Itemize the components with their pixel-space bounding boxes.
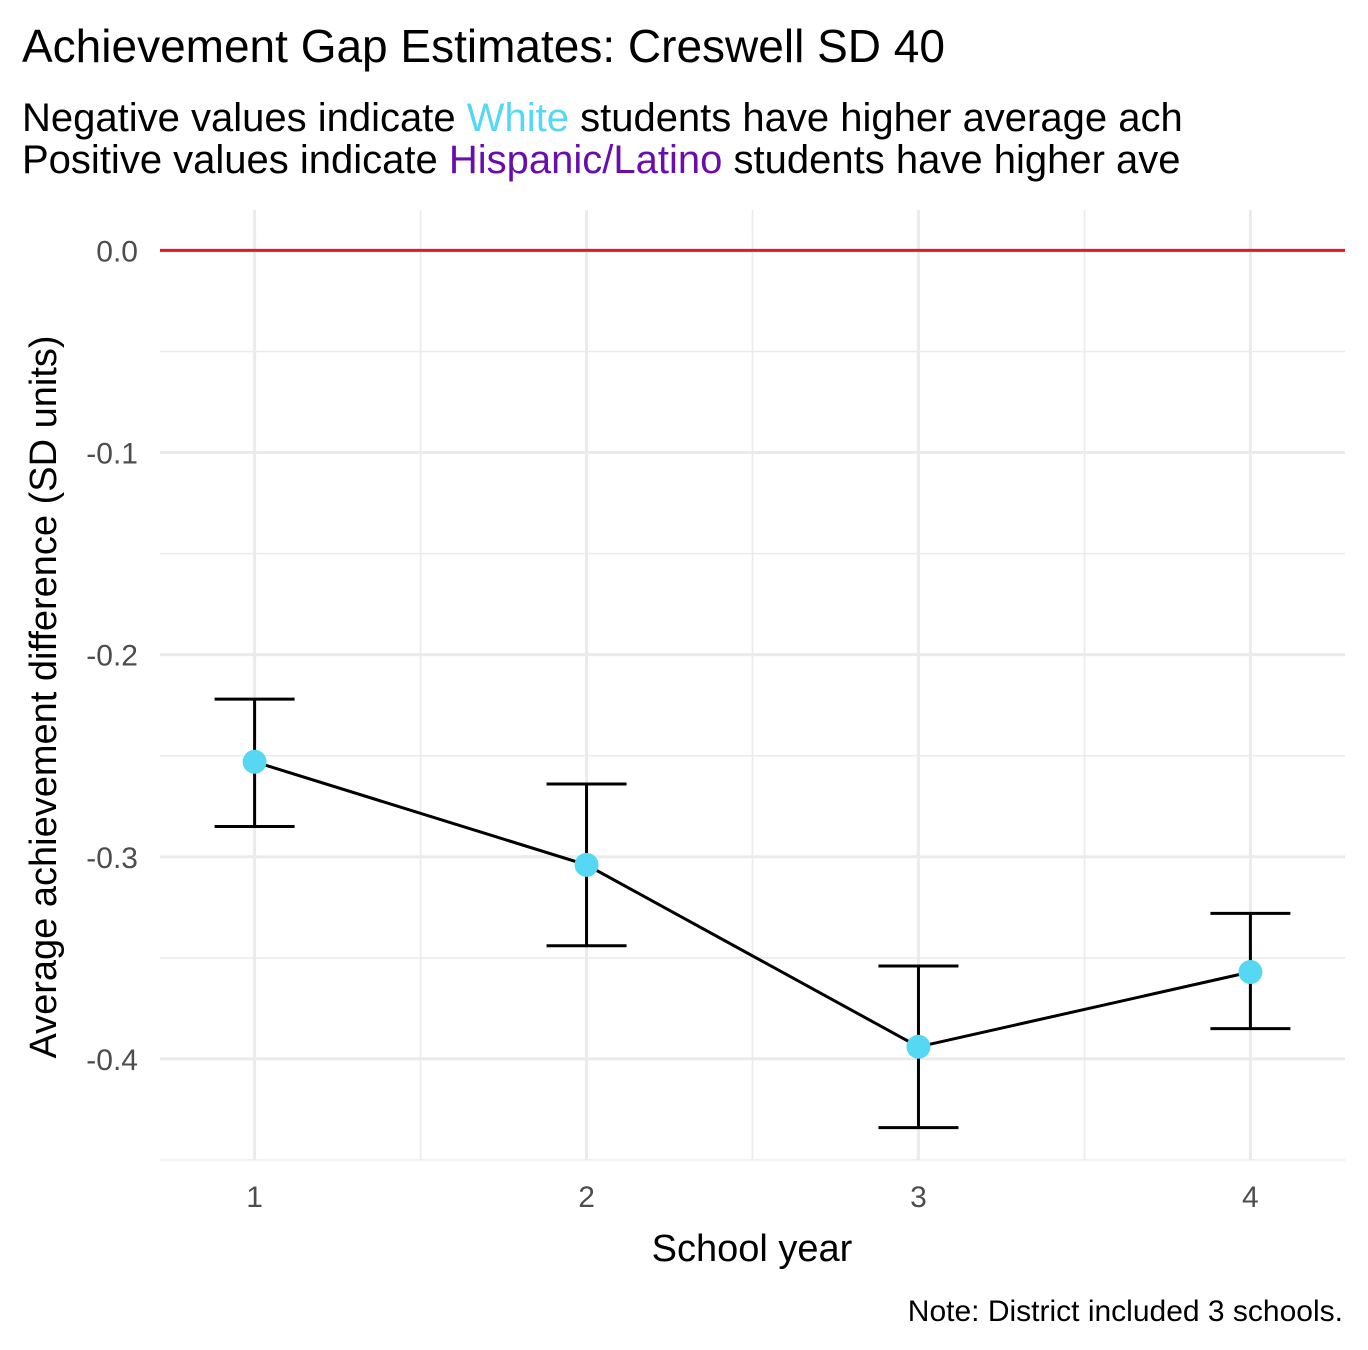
x-axis-title: School year bbox=[652, 1228, 853, 1270]
subtitle-group-hispanic: Hispanic/Latino bbox=[448, 138, 723, 182]
subtitle-2-prefix: Positive values indicate bbox=[22, 138, 449, 182]
data-point bbox=[242, 749, 267, 774]
data-points bbox=[242, 749, 1263, 1059]
subtitle-2-suffix: students have higher ave bbox=[722, 138, 1181, 182]
subtitle-group-white: White bbox=[466, 96, 569, 140]
y-tick-label: -0.1 bbox=[86, 438, 138, 471]
minor-gridlines bbox=[160, 210, 1345, 1161]
data-point bbox=[906, 1034, 931, 1059]
chart-subtitle-line-2: Positive values indicate Hispanic/Latino… bbox=[22, 138, 1181, 182]
x-axis-tick-labels: 1 2 3 4 bbox=[246, 1181, 1258, 1214]
x-tick-label: 3 bbox=[910, 1181, 927, 1214]
chart-title: Achievement Gap Estimates: Creswell SD 4… bbox=[22, 20, 945, 72]
chart-caption: Note: District included 3 schools. bbox=[908, 1295, 1343, 1328]
subtitle-1-prefix: Negative values indicate bbox=[22, 96, 467, 140]
y-tick-label: -0.2 bbox=[86, 640, 138, 673]
series-line-group bbox=[254, 760, 1251, 1049]
data-point bbox=[574, 852, 599, 877]
y-axis-tick-labels: 0.0 -0.1 -0.2 -0.3 -0.4 bbox=[86, 235, 138, 1077]
x-tick-label: 2 bbox=[578, 1181, 595, 1214]
series-line bbox=[254, 760, 1251, 1049]
data-point bbox=[1238, 960, 1263, 985]
y-tick-label: -0.4 bbox=[86, 1044, 138, 1077]
y-tick-label: 0.0 bbox=[96, 235, 138, 268]
subtitle-1-suffix: students have higher average ach bbox=[568, 96, 1183, 140]
y-tick-label: -0.3 bbox=[86, 842, 138, 875]
x-tick-label: 1 bbox=[246, 1181, 263, 1214]
chart-subtitle-line-1: Negative values indicate White students … bbox=[22, 96, 1183, 140]
y-axis-title: Average achievement difference (SD units… bbox=[23, 335, 65, 1058]
x-tick-label: 4 bbox=[1242, 1181, 1259, 1214]
